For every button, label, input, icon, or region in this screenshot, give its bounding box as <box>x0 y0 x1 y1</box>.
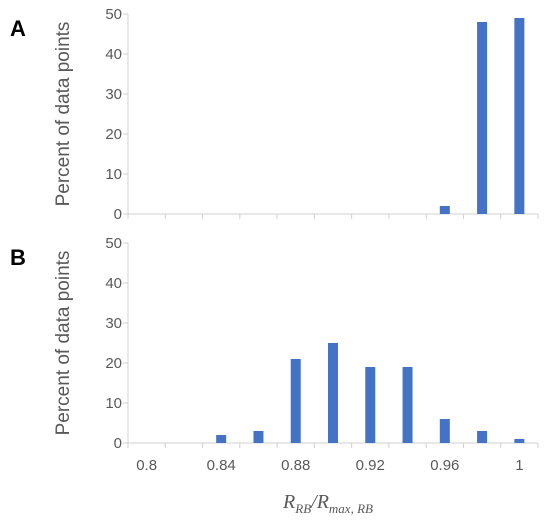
panel-b-x-tick-label: 0.8 <box>136 457 157 474</box>
panel-b-axes: 0 10 20 30 40 50 0.8 0.84 0.88 0.92 0.96 1 <box>105 235 539 474</box>
panel-a-bar-1 <box>514 18 525 214</box>
x-title-den-main: R <box>316 491 329 513</box>
panel-b-bar-0.92 <box>365 367 376 443</box>
panel-b-bar-0.9 <box>328 343 338 443</box>
panel-b-y-tick-label: 30 <box>105 315 122 332</box>
panel-a-y-tick-label: 40 <box>105 46 122 63</box>
panel-a-y-tick-label: 50 <box>105 6 122 23</box>
panel-a-y-tick-label: 20 <box>105 126 122 143</box>
panel-a: A Percent of data points 0 10 20 30 40 50 <box>10 6 539 223</box>
panel-a-bar-0.98 <box>477 22 488 214</box>
panel-b-bars <box>216 343 525 443</box>
x-axis-title: RRB/Rmax, RB <box>282 491 373 516</box>
panel-b-bar-1 <box>514 439 525 443</box>
panel-b-bar-0.94 <box>402 367 413 443</box>
panel-a-y-tick-label: 30 <box>105 86 122 103</box>
x-title-den-sub: max, RB <box>329 501 373 516</box>
panel-a-label: A <box>10 16 26 41</box>
panel-a-y-axis-label: Percent of data points <box>53 22 74 207</box>
panel-b-y-tick-label: 50 <box>105 235 122 252</box>
panel-b-bar-0.84 <box>216 435 227 443</box>
panel-b-bar-0.96 <box>439 419 450 443</box>
panel-b-x-tick-label: 0.88 <box>281 457 310 474</box>
panel-b-y-tick-label: 0 <box>114 435 122 452</box>
panel-b-x-tick-label: 0.92 <box>356 457 385 474</box>
panel-b-x-tick-label: 0.84 <box>207 457 236 474</box>
panel-a-axes: 0 10 20 30 40 50 <box>105 6 539 223</box>
panel-b-bar-0.86 <box>253 431 264 443</box>
panel-a-bars <box>439 18 525 214</box>
x-title-slash: / <box>310 491 319 513</box>
panel-b-bar-0.88 <box>290 359 301 443</box>
panel-b-label: B <box>10 245 26 270</box>
panel-b-y-tick-label: 40 <box>105 275 122 292</box>
panel-b-y-tick-label: 20 <box>105 355 122 372</box>
panel-b-y-axis-label: Percent of data points <box>53 251 74 436</box>
panel-b-y-tick-label: 10 <box>105 395 122 412</box>
panel-b-bar-0.98 <box>477 431 488 443</box>
panel-a-bar-0.96 <box>439 206 450 214</box>
panel-b-x-tick-label: 0.96 <box>430 457 459 474</box>
x-title-num-sub: RB <box>294 501 311 516</box>
panel-a-y-tick-label: 0 <box>114 206 122 223</box>
panel-a-y-tick-label: 10 <box>105 166 122 183</box>
panel-b-x-tick-label: 1 <box>515 457 523 474</box>
x-title-num-main: R <box>282 491 295 513</box>
